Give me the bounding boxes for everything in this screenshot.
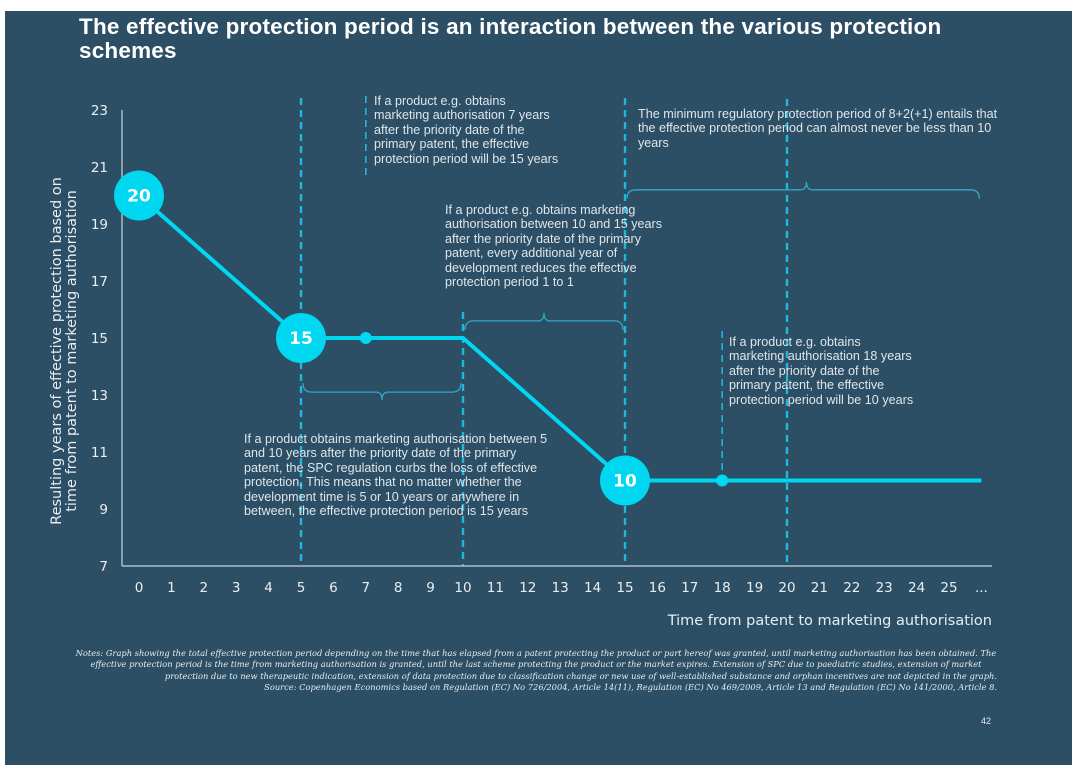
x-axis-title: Time from patent to marketing authorisat… <box>667 613 992 629</box>
y-tick-label: 19 <box>91 217 108 233</box>
value-bubble-label: 20 <box>127 187 151 207</box>
x-tick-label: 1 <box>167 580 176 596</box>
x-tick-label: 17 <box>681 580 698 596</box>
x-tick-label: 10 <box>454 580 471 596</box>
value-bubble-label: 10 <box>613 472 637 492</box>
x-tick-label: 15 <box>616 580 633 596</box>
y-tick-label: 17 <box>91 274 108 290</box>
marker-point <box>716 474 729 487</box>
y-tick-label: 11 <box>91 445 108 461</box>
x-tick-label: 23 <box>876 580 893 596</box>
x-tick-label: 9 <box>426 580 435 596</box>
y-axis-title-line: time from patent to marketing authorisat… <box>64 190 80 512</box>
annotation-year-7: If a product e.g. obtains marketing auth… <box>374 94 559 166</box>
annotation-minimum-period: The minimum regulatory protection period… <box>638 107 998 150</box>
brace <box>626 181 981 199</box>
slide-title: The effective protection period is an in… <box>79 14 942 63</box>
y-tick-label: 23 <box>91 103 108 119</box>
series <box>137 193 982 483</box>
source-text: Source: Copenhagen Economics based on Re… <box>264 682 997 693</box>
y-tick-label: 13 <box>91 388 108 404</box>
x-tick-label: 4 <box>264 580 273 596</box>
y-axis-title: Resulting years of effective protection … <box>49 177 80 525</box>
x-tick-label: 3 <box>232 580 241 596</box>
value-bubble <box>276 313 326 363</box>
x-tick-label: 2 <box>200 580 209 596</box>
annotation-years-5-to-10: If a product obtains marketing authorisa… <box>244 432 548 519</box>
x-tick-label: 5 <box>297 580 306 596</box>
x-tick-label: 8 <box>394 580 403 596</box>
x-tick-label: 21 <box>811 580 828 596</box>
x-tick-label: 12 <box>519 580 536 596</box>
series-line <box>137 193 982 483</box>
markers: 20 15 10 <box>114 170 729 506</box>
x-tick-label: 20 <box>778 580 795 596</box>
x-tick-label: 7 <box>362 580 371 596</box>
y-tick-label: 21 <box>91 160 108 176</box>
brace <box>464 312 624 330</box>
value-bubble-label: 15 <box>289 329 313 349</box>
annotation-years-10-to-15: If a product e.g. obtains marketing auth… <box>445 203 663 290</box>
x-tick-label: ... <box>975 580 988 596</box>
marker-point <box>359 332 372 344</box>
y-axis-title-line: Resulting years of effective protection … <box>49 177 65 525</box>
x-tick-label: 13 <box>552 580 569 596</box>
annotation-year-18: If a product e.g. obtains marketing auth… <box>729 335 914 407</box>
x-tick-label: 24 <box>908 580 925 596</box>
x-tick-label: 14 <box>584 580 601 596</box>
x-tick-label: 11 <box>487 580 504 596</box>
x-tick-label: 6 <box>329 580 338 596</box>
slide: The effective protection period is an in… <box>5 11 1072 765</box>
braces <box>302 181 981 401</box>
x-tick-label: 16 <box>649 580 666 596</box>
x-tick-label: 25 <box>940 580 957 596</box>
notes: Notes: Graph showing the total effective… <box>75 648 997 694</box>
x-tick-label: 19 <box>746 580 763 596</box>
value-bubble <box>114 170 164 221</box>
notes-text: Notes: Graph showing the total effective… <box>75 648 997 681</box>
y-tick-label: 9 <box>99 502 108 518</box>
value-bubble <box>600 455 650 506</box>
x-tick-label: 18 <box>714 580 731 596</box>
x-tick-label: 22 <box>843 580 860 596</box>
y-tick-label: 15 <box>91 331 108 347</box>
page-number: 42 <box>981 716 992 726</box>
x-tick-label: 0 <box>135 580 144 596</box>
y-tick-label: 7 <box>99 559 108 575</box>
brace <box>302 383 462 401</box>
